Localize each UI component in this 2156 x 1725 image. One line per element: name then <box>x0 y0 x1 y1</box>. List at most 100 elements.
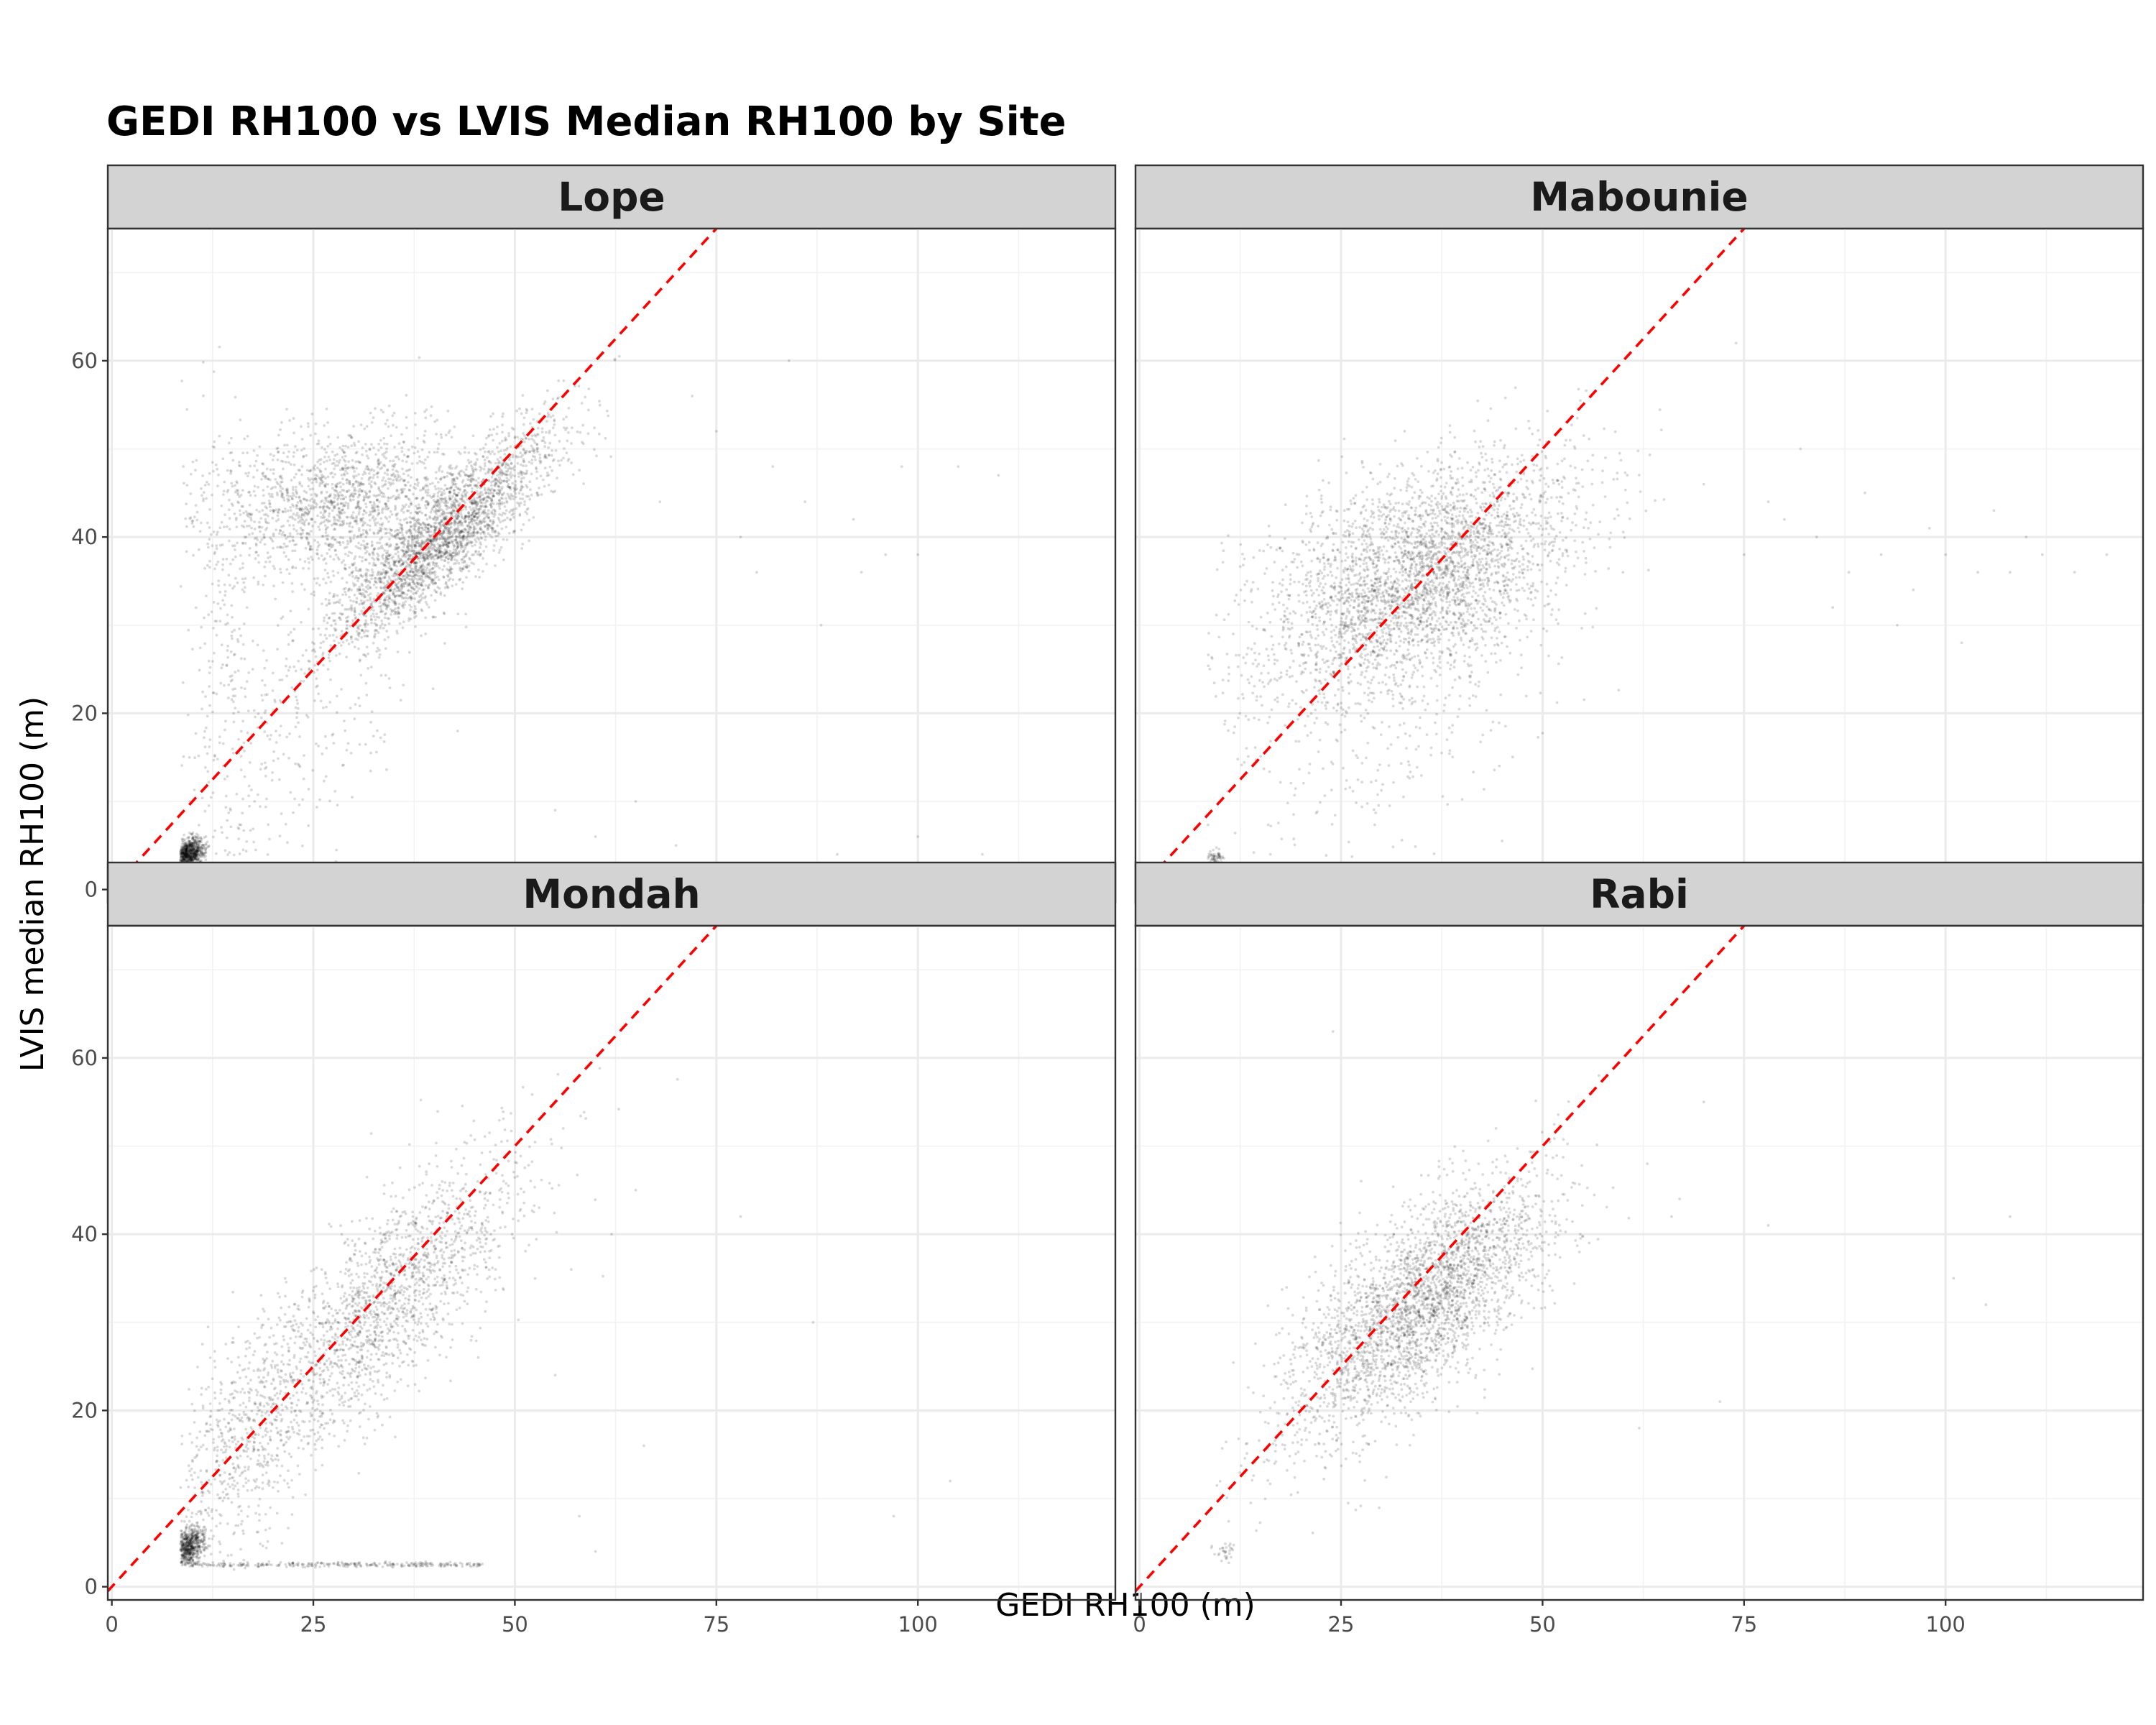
data-point <box>190 842 194 845</box>
data-point <box>408 554 412 557</box>
data-point <box>334 553 338 556</box>
data-point <box>292 476 296 479</box>
data-point <box>476 536 479 540</box>
data-point <box>393 561 396 564</box>
data-point <box>418 542 421 546</box>
data-point <box>182 857 185 861</box>
data-point <box>368 447 372 451</box>
data-point <box>229 584 231 587</box>
data-point <box>180 852 183 855</box>
data-point <box>479 497 483 501</box>
data-point <box>402 440 405 443</box>
data-point <box>453 505 456 509</box>
data-point <box>188 859 190 862</box>
data-point <box>436 481 440 484</box>
data-point <box>196 846 199 850</box>
data-point <box>345 546 349 549</box>
data-point <box>378 541 382 545</box>
data-point <box>505 501 509 504</box>
data-point <box>302 566 305 570</box>
data-point <box>464 484 466 488</box>
data-point <box>272 759 275 763</box>
grid-lines <box>108 229 1115 903</box>
data-point <box>276 514 280 518</box>
data-point <box>216 467 218 471</box>
data-point <box>493 509 497 512</box>
data-point <box>565 451 568 455</box>
data-point <box>424 477 428 480</box>
data-point <box>467 527 471 530</box>
data-point <box>396 650 400 653</box>
data-point <box>189 853 193 856</box>
data-point <box>477 477 480 480</box>
data-point <box>498 441 502 445</box>
data-point <box>185 851 189 855</box>
data-point <box>300 465 304 468</box>
data-point <box>409 570 413 573</box>
data-point <box>443 515 447 518</box>
data-point <box>195 850 198 852</box>
data-point <box>425 408 428 411</box>
data-point <box>409 520 412 524</box>
data-point <box>258 445 262 448</box>
data-point <box>195 859 198 862</box>
data-point <box>185 856 188 860</box>
data-point <box>192 842 195 845</box>
data-point <box>197 548 201 551</box>
data-point <box>451 584 454 587</box>
data-point <box>373 576 377 580</box>
data-point <box>458 487 461 491</box>
data-point <box>351 498 355 502</box>
data-point <box>190 837 194 841</box>
data-point <box>494 513 497 516</box>
data-point <box>192 847 195 850</box>
data-point <box>433 548 436 551</box>
data-point <box>282 451 285 455</box>
data-point <box>377 656 381 659</box>
data-point <box>222 493 225 496</box>
data-point <box>193 839 196 842</box>
data-point <box>285 488 288 492</box>
data-point <box>356 451 359 454</box>
data-point <box>331 633 335 637</box>
data-point <box>436 418 439 422</box>
data-point <box>183 858 186 861</box>
data-point <box>438 533 442 536</box>
data-point <box>351 575 354 578</box>
data-point <box>474 575 477 579</box>
data-point <box>189 849 193 852</box>
data-point <box>440 520 443 523</box>
data-point <box>217 473 220 477</box>
data-point <box>275 528 277 531</box>
data-point <box>206 481 208 484</box>
data-point <box>200 851 203 855</box>
data-point <box>348 595 351 599</box>
data-point <box>193 855 196 858</box>
data-point <box>208 507 211 511</box>
data-point <box>288 540 292 543</box>
data-point <box>257 485 259 489</box>
data-point <box>420 578 424 581</box>
data-point <box>295 507 298 510</box>
data-point <box>379 625 382 627</box>
data-point <box>415 568 418 571</box>
data-point <box>293 518 297 521</box>
data-point <box>189 852 193 856</box>
data-point <box>542 439 545 442</box>
data-point <box>407 565 411 569</box>
data-point <box>339 485 342 489</box>
data-point <box>187 855 190 858</box>
data-point <box>191 850 195 852</box>
data-point <box>374 521 377 525</box>
data-point <box>433 530 436 533</box>
data-point <box>487 459 491 463</box>
data-point <box>547 454 550 457</box>
data-point <box>226 469 229 472</box>
data-point <box>189 492 193 495</box>
data-point <box>263 513 266 516</box>
data-point <box>453 425 456 428</box>
data-point <box>353 492 356 495</box>
data-point <box>339 536 342 539</box>
data-point <box>333 790 337 793</box>
data-point <box>433 599 437 602</box>
